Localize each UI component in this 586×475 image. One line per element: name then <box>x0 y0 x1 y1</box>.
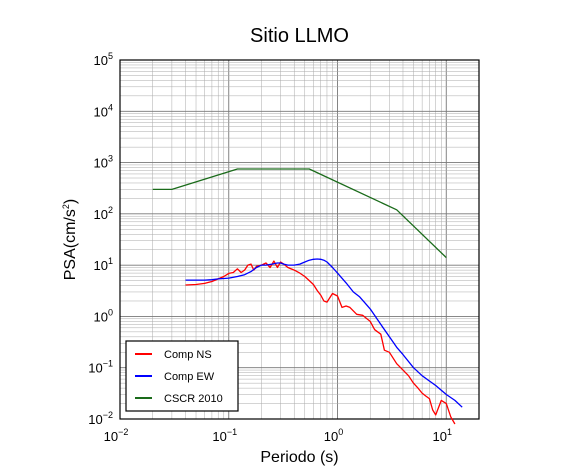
series-line-comp-ns <box>185 260 456 425</box>
chart-title: Sitio LLMO <box>250 25 349 47</box>
legend: Comp NS Comp EW CSCR 2010 <box>125 340 239 412</box>
y-tick-label: 104 <box>94 102 113 119</box>
grid-layer <box>119 59 480 420</box>
series-line-comp-ew <box>185 258 463 408</box>
y-axis-label: PSA(cm/s2) <box>61 199 79 280</box>
x-tick-label: 10−2 <box>104 427 129 444</box>
y-tick-label: 100 <box>94 307 113 324</box>
y-tick-label: 102 <box>94 205 113 222</box>
x-tick-label: 100 <box>324 427 343 444</box>
x-axis-label: Periodo (s) <box>260 449 338 466</box>
y-tick-label: 105 <box>94 51 113 68</box>
x-tick-label: 10−1 <box>212 427 237 444</box>
plot-area-frame <box>119 59 480 420</box>
y-tick-label: 103 <box>94 154 113 171</box>
legend-label: CSCR 2010 <box>164 393 223 405</box>
series-layer <box>152 168 463 425</box>
legend-label: Comp EW <box>164 371 215 383</box>
y-tick-label: 101 <box>94 256 113 273</box>
y-tick-label: 10−1 <box>88 359 113 376</box>
legend-label: Comp NS <box>164 349 212 361</box>
y-tick-label: 10−2 <box>88 410 113 427</box>
x-tick-label: 101 <box>433 427 452 444</box>
series-line-cscr-2010 <box>152 168 447 259</box>
